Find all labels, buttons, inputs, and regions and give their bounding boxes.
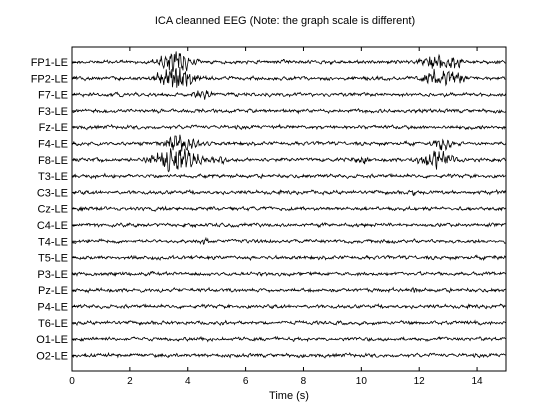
channel-label: F8-LE xyxy=(38,155,68,167)
trace-cz-le xyxy=(71,205,507,212)
trace-t5-le xyxy=(71,254,507,261)
channel-label: C3-LE xyxy=(37,187,68,199)
channel-label: C4-LE xyxy=(37,220,68,232)
channel-label: Fz-LE xyxy=(39,122,68,134)
channel-label: O2-LE xyxy=(36,350,68,362)
trace-group xyxy=(71,51,507,359)
trace-t3-le xyxy=(71,172,507,180)
x-tick-label: 2 xyxy=(127,376,133,387)
trace-f7-le xyxy=(71,90,507,100)
x-tick-label: 4 xyxy=(185,376,191,387)
x-tick-label: 12 xyxy=(414,376,426,387)
chart-title: ICA cleanned EEG (Note: the graph scale … xyxy=(155,15,415,27)
channel-label-group: FP1-LE FP2-LE F7-LE F3-LE Fz-LE F4-LE F8-LE T3-… xyxy=(31,57,76,362)
trace-fp2-le xyxy=(71,67,507,88)
channel-label: F3-LE xyxy=(38,106,68,118)
trace-o2-le xyxy=(71,351,507,359)
trace-p4-le xyxy=(71,303,507,310)
plot-frame xyxy=(71,46,507,372)
channel-label: Pz-LE xyxy=(38,285,68,297)
trace-f3-le xyxy=(71,108,507,115)
channel-label: P4-LE xyxy=(37,302,68,314)
trace-f4-le xyxy=(71,134,507,152)
channel-label: T5-LE xyxy=(38,253,68,265)
channel-label: T3-LE xyxy=(38,171,68,183)
channel-label: P3-LE xyxy=(37,269,68,281)
x-tick-label: 14 xyxy=(472,376,484,387)
trace-fp1-le xyxy=(71,51,507,72)
channel-label: F7-LE xyxy=(38,90,68,102)
x-axis-label: Time (s) xyxy=(269,390,309,402)
x-tick-label: 6 xyxy=(243,376,249,387)
trace-p3-le xyxy=(71,270,507,277)
channel-label: Cz-LE xyxy=(37,204,68,216)
channel-label: F4-LE xyxy=(38,139,68,151)
trace-fz-le xyxy=(71,123,507,131)
trace-c4-le xyxy=(71,221,507,229)
trace-o1-le xyxy=(71,335,507,343)
x-tick-group: 0 2 4 6 8 10 12 14 xyxy=(69,47,483,387)
trace-pz-le xyxy=(71,286,507,294)
x-tick-label: 0 xyxy=(69,376,75,387)
channel-label: T6-LE xyxy=(38,318,68,330)
channel-label: FP1-LE xyxy=(31,57,68,69)
trace-t6-le xyxy=(71,319,507,327)
channel-label: FP2-LE xyxy=(31,73,68,85)
channel-label: O1-LE xyxy=(36,334,68,346)
x-tick-label: 10 xyxy=(356,376,368,387)
trace-f8-le xyxy=(71,148,507,173)
trace-t4-le xyxy=(71,236,507,245)
channel-label: T4-LE xyxy=(38,236,68,248)
x-tick-label: 8 xyxy=(301,376,307,387)
trace-c3-le xyxy=(71,189,507,197)
